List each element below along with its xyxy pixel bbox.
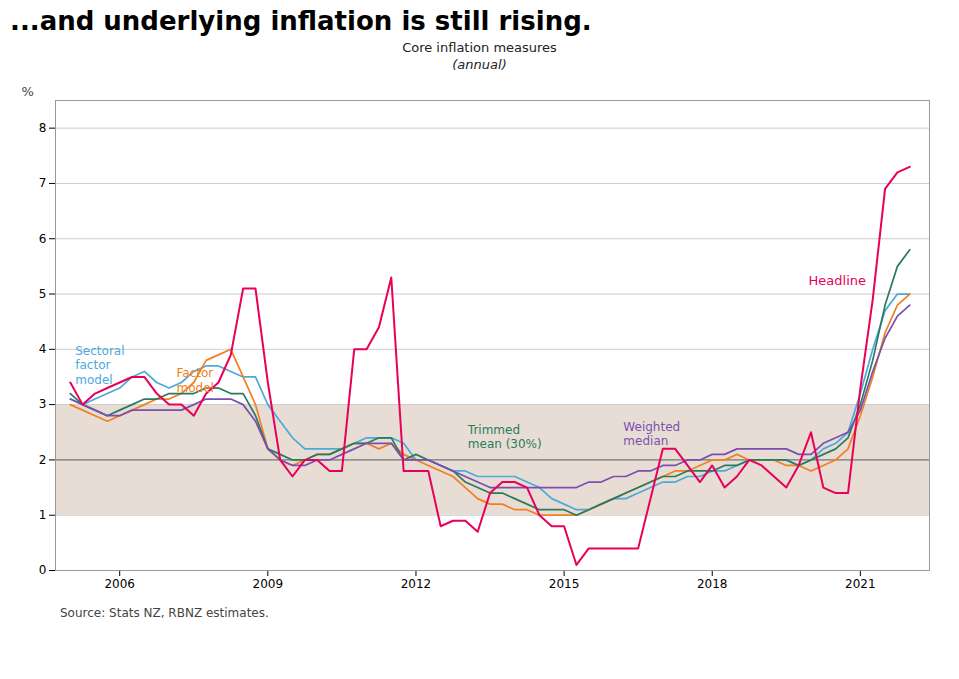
svg-text:2006: 2006: [104, 577, 135, 591]
svg-text:7: 7: [39, 176, 47, 190]
svg-text:8: 8: [39, 121, 47, 135]
html-text:Core inflation measures: Core inflation measures: [402, 40, 557, 55]
svg-text:5: 5: [39, 287, 47, 301]
svg-text:Sectoralfactormodel: Sectoralfactormodel: [75, 344, 124, 387]
svg-text:3: 3: [39, 397, 47, 411]
html-text:(annual): (annual): [452, 57, 507, 72]
svg-text:2021: 2021: [845, 577, 876, 591]
svg-text:2009: 2009: [253, 577, 284, 591]
svg-text:Factormodel: Factormodel: [176, 366, 213, 394]
svg-text:Trimmedmean (30%): Trimmedmean (30%): [467, 423, 542, 451]
svg-text:Headline: Headline: [809, 273, 866, 288]
svg-text:4: 4: [39, 342, 47, 356]
svg-text:Weightedmedian: Weightedmedian: [623, 420, 680, 448]
svg-text:2015: 2015: [549, 577, 580, 591]
html-text:...and underlying inflation is: ...and underlying inflation is still ris…: [10, 6, 592, 36]
svg-text:2012: 2012: [401, 577, 432, 591]
html-text:Source: Stats NZ, RBNZ estimat: Source: Stats NZ, RBNZ estimates.: [60, 606, 269, 620]
svg-text:0: 0: [39, 563, 47, 577]
svg-text:%: %: [22, 84, 34, 99]
svg-text:6: 6: [39, 232, 47, 246]
svg-text:2018: 2018: [697, 577, 728, 591]
svg-text:1: 1: [39, 508, 47, 522]
svg-text:2: 2: [39, 453, 47, 467]
